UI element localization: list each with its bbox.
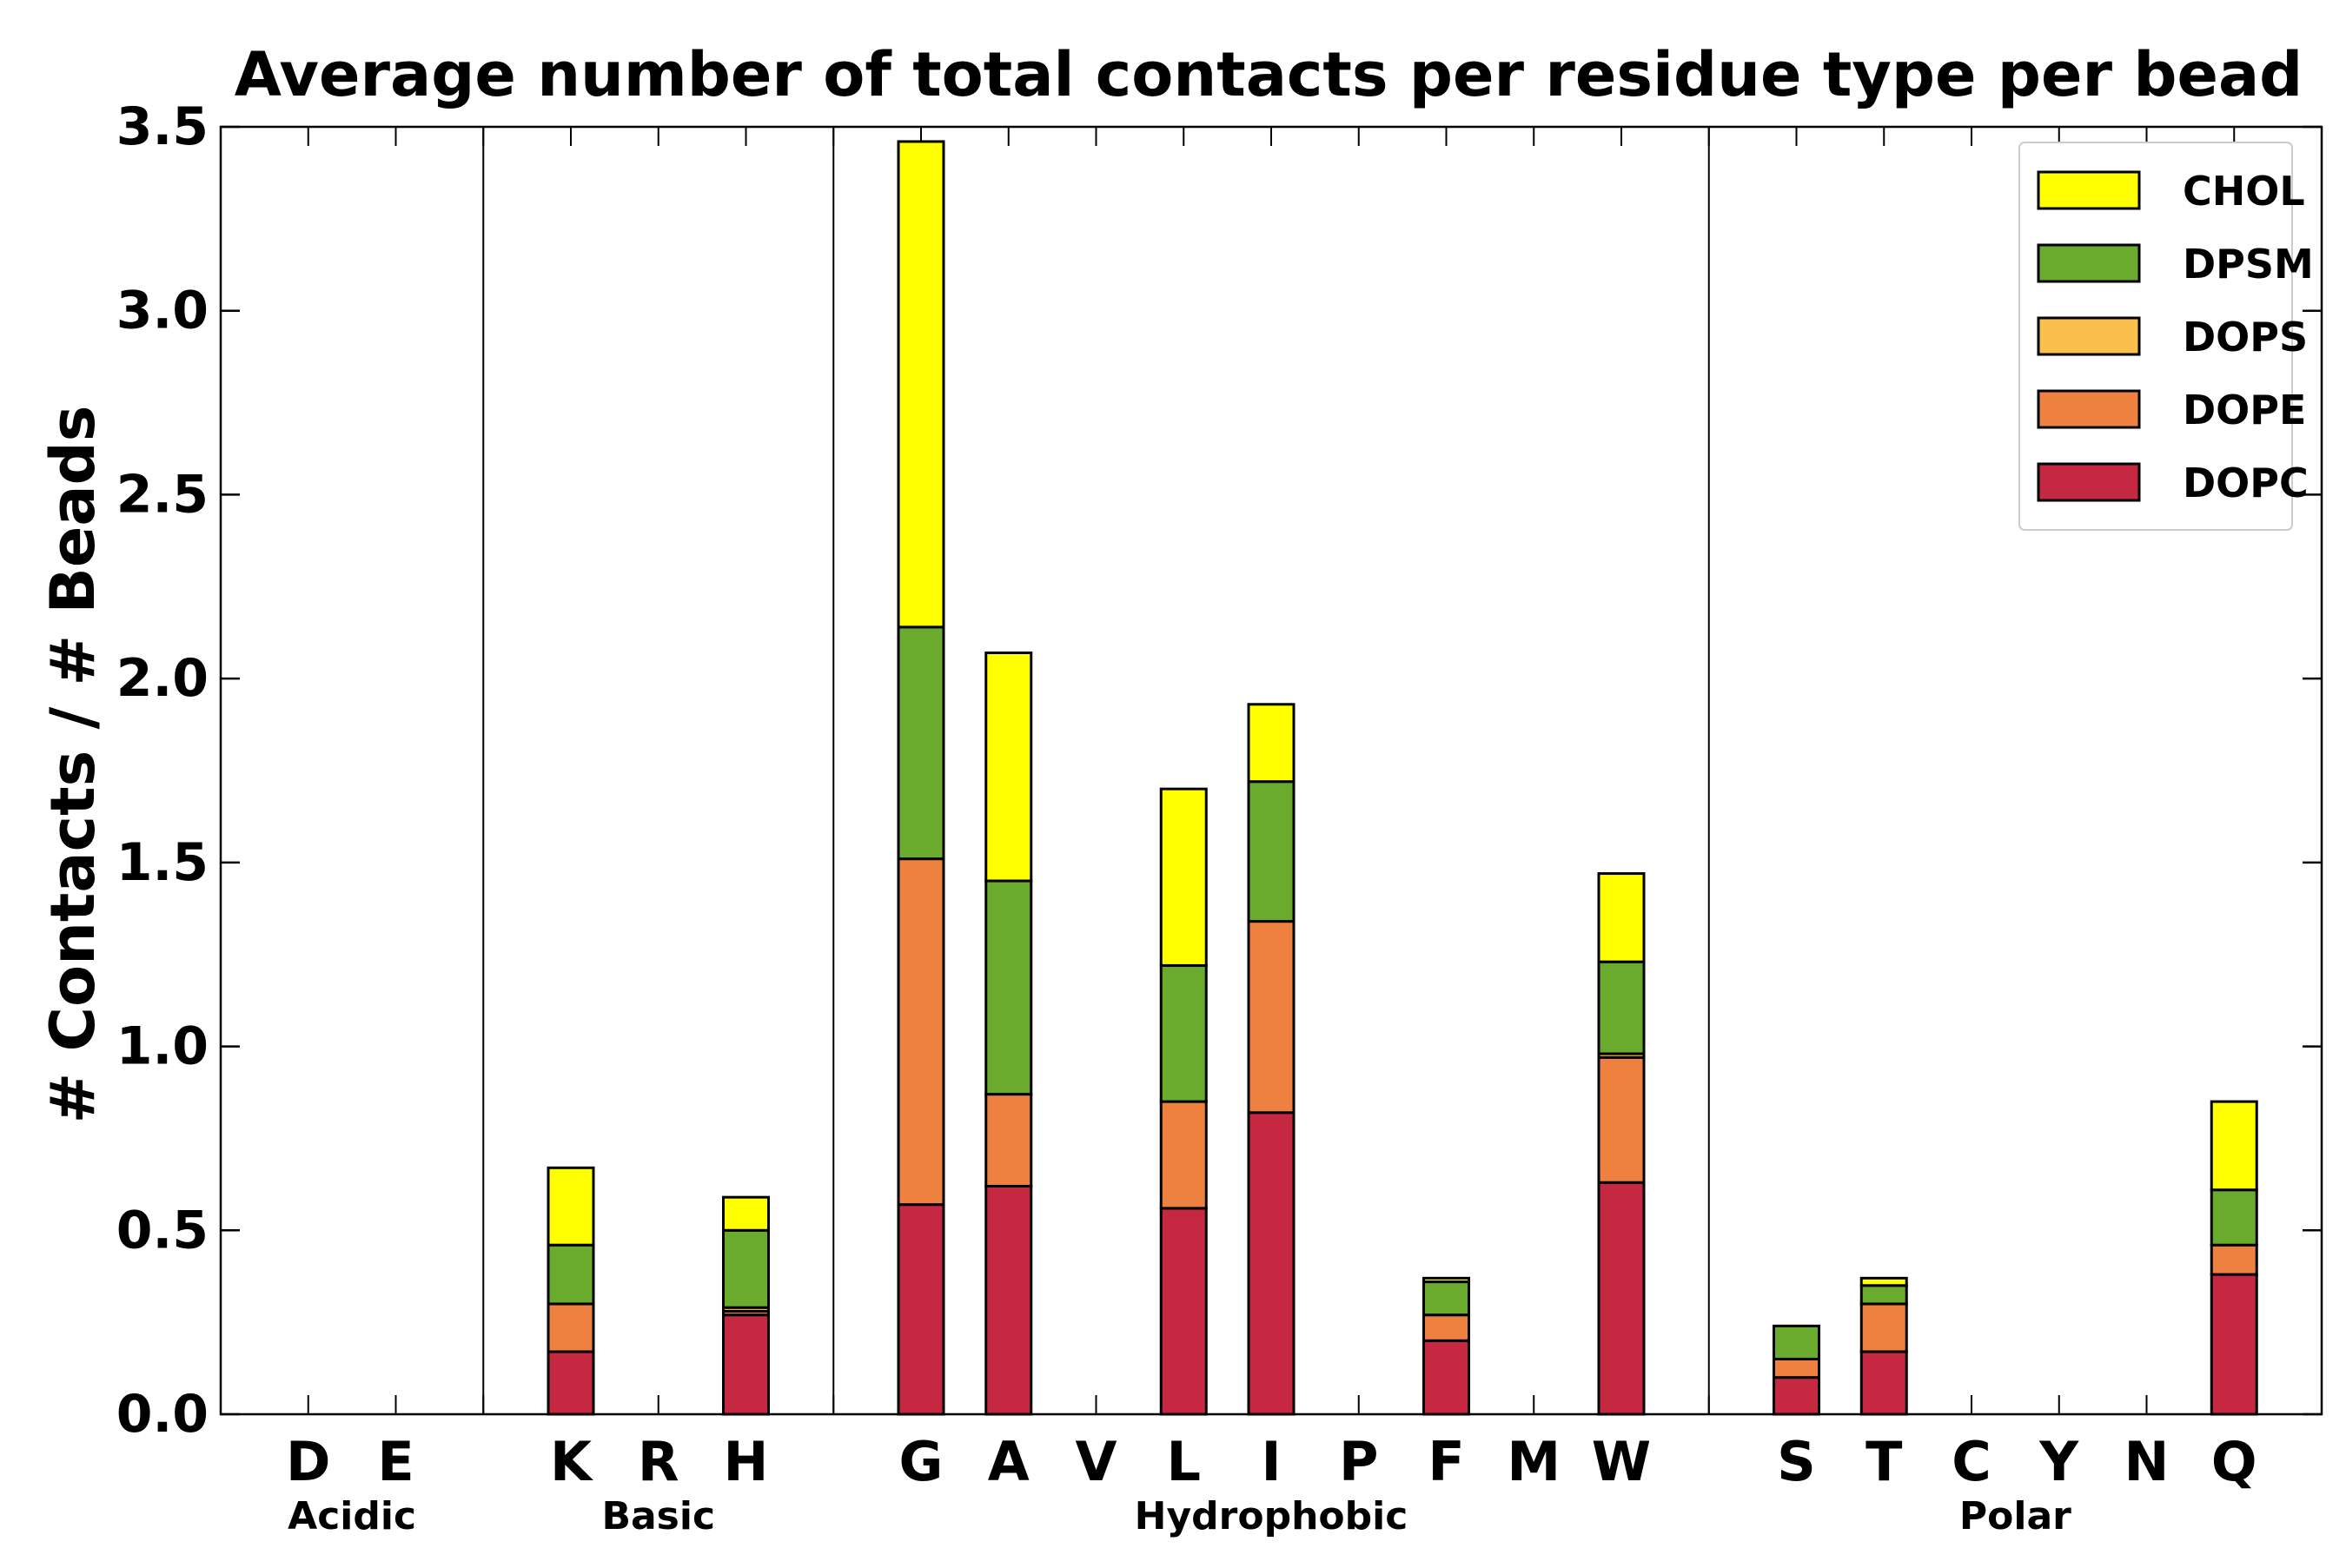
bar-A-chol: [984, 652, 1033, 883]
bar-F-dope: [1422, 1313, 1470, 1342]
bar-T-dopc: [1859, 1350, 1908, 1416]
x-tick-label: V: [1076, 1430, 1117, 1493]
x-tick-label: F: [1428, 1430, 1464, 1493]
bar-I-dpsm: [1247, 780, 1296, 923]
bar-W-chol: [1597, 872, 1646, 963]
bar-A-dopc: [984, 1184, 1033, 1416]
group-label-acidic: Acidic: [288, 1494, 416, 1538]
legend-swatch-chol: [2037, 170, 2141, 210]
y-tick-label: 3.0: [116, 281, 209, 341]
x-tick-label: S: [1777, 1430, 1816, 1493]
bar-W-dope: [1597, 1055, 1646, 1184]
bar-I-chol: [1247, 703, 1296, 784]
bar-Q-dpsm: [2210, 1188, 2258, 1247]
group-label-polar: Polar: [1959, 1494, 2071, 1538]
legend-label-dops: DOPS: [2183, 314, 2308, 361]
x-tick-label: W: [1592, 1430, 1651, 1493]
x-tick-label: Q: [2211, 1430, 2257, 1493]
bar-H-dpsm: [722, 1228, 770, 1309]
group-label-hydrophobic: Hydrophobic: [1135, 1494, 1408, 1538]
y-tick-label: 0.0: [116, 1384, 209, 1445]
x-tick-label: Y: [2038, 1430, 2079, 1493]
bar-F-dopc: [1422, 1339, 1470, 1416]
plot-layer: 0.0 0.5 1.0 1.5 2.0 2.5 3.0 3.5 D E K R H G A V L I P F M W S T…: [116, 96, 2323, 1538]
bar-Q-chol: [2210, 1100, 2258, 1192]
bar-K-dopc: [547, 1350, 595, 1416]
legend-label-dopc: DOPC: [2183, 460, 2309, 506]
y-tick-label: 1.0: [116, 1016, 209, 1077]
legend-label-dpsm: DPSM: [2183, 241, 2314, 288]
bar-G-dpsm: [897, 625, 945, 861]
x-tick-label: E: [377, 1430, 414, 1493]
legend-label-chol: CHOL: [2183, 168, 2305, 215]
bar-T-dpsm: [1859, 1284, 1908, 1306]
bar-I-dope: [1247, 920, 1296, 1115]
y-tick-label: 0.5: [116, 1200, 209, 1260]
bar-A-dope: [984, 1093, 1033, 1188]
bar-S-dpsm: [1773, 1324, 1820, 1360]
y-tick-label: 2.0: [116, 648, 209, 709]
bar-L-dopc: [1159, 1207, 1208, 1416]
bar-W-dpsm: [1597, 960, 1646, 1055]
x-tick-label: N: [2124, 1430, 2170, 1493]
legend-swatch-dpsm: [2037, 243, 2141, 283]
legend-swatch-dops: [2037, 316, 2141, 356]
bar-T-dope: [1859, 1302, 1908, 1353]
y-axis-label: # Contacts / # Beads: [37, 406, 109, 1124]
bar-K-chol: [547, 1166, 595, 1247]
x-tick-label: D: [286, 1430, 330, 1493]
bar-L-chol: [1159, 787, 1208, 967]
bar-T-chol: [1859, 1276, 1908, 1287]
bar-S-dope: [1773, 1357, 1820, 1379]
bar-F-dpsm: [1422, 1280, 1470, 1317]
bar-G-chol: [897, 140, 945, 629]
bar-S-dopc: [1773, 1376, 1820, 1416]
legend-box: [2018, 142, 2293, 531]
y-tick-label: 3.5: [116, 96, 209, 157]
legend: CHOL DPSM DOPS DOPE DOPC: [2018, 142, 2314, 531]
bar-Q-dopc: [2210, 1273, 2258, 1416]
x-tick-label: C: [1952, 1430, 1991, 1493]
y-tick-label: 2.5: [116, 464, 209, 525]
legend-label-dope: DOPE: [2183, 387, 2306, 433]
chart-title: Average number of total contacts per res…: [235, 39, 2303, 110]
bar-H-chol: [722, 1195, 770, 1232]
x-tick-label: L: [1166, 1430, 1201, 1493]
bar-G-dope: [897, 857, 945, 1207]
x-tick-label: M: [1507, 1430, 1561, 1493]
x-tick-label: R: [638, 1430, 679, 1493]
bar-H-dopc: [722, 1313, 770, 1416]
bar-A-dpsm: [984, 879, 1033, 1096]
y-tick-label: 1.5: [116, 832, 209, 893]
legend-swatch-dope: [2037, 389, 2141, 429]
bar-G-dopc: [897, 1203, 945, 1416]
x-tick-label: K: [550, 1430, 593, 1493]
x-tick-label: G: [899, 1430, 944, 1493]
group-label-basic: Basic: [601, 1494, 715, 1538]
x-tick-label: H: [724, 1430, 769, 1493]
x-tick-label: A: [988, 1430, 1030, 1493]
x-tick-label: I: [1261, 1430, 1281, 1493]
bar-K-dpsm: [547, 1243, 595, 1306]
bar-W-dopc: [1597, 1181, 1646, 1416]
bar-L-dpsm: [1159, 963, 1208, 1103]
bar-L-dope: [1159, 1100, 1208, 1210]
x-tick-label: P: [1339, 1430, 1378, 1493]
legend-swatch-dopc: [2037, 462, 2141, 502]
bar-K-dope: [547, 1302, 595, 1353]
bar-Q-dope: [2210, 1243, 2258, 1276]
bar-I-dopc: [1247, 1111, 1296, 1416]
x-tick-label: T: [1866, 1430, 1902, 1493]
bar-F-chol: [1422, 1276, 1470, 1284]
